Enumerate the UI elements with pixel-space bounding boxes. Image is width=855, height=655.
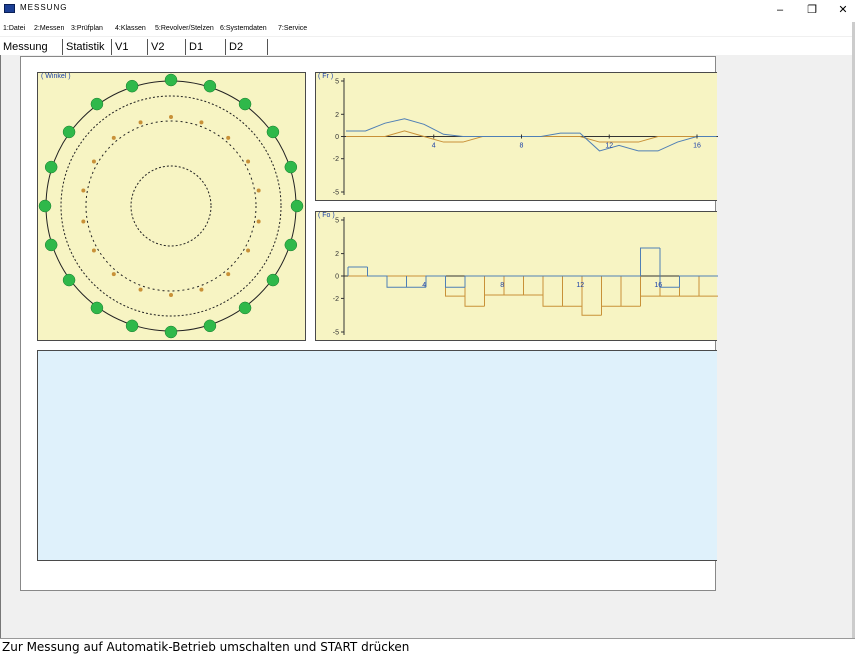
fr-chart: ( Fr ) 5 2 0 -2 -5 4 8 12 16 (318, 73, 718, 197)
orange-measure-point (169, 293, 173, 297)
green-measure-point (238, 97, 252, 111)
fo-x-tick-label: 16 (654, 282, 662, 289)
tab-d2[interactable]: D2 (226, 39, 268, 55)
dotted-ring-middle (85, 120, 257, 292)
fr-series-blue (346, 118, 717, 152)
close-button[interactable]: ✕ (838, 4, 848, 16)
orange-measure-point (138, 120, 143, 125)
tab-v2[interactable]: V2 (148, 39, 186, 55)
green-measure-point (266, 125, 280, 139)
fo-x-tick-label: 12 (576, 282, 584, 289)
orange-measure-point (226, 135, 231, 140)
menu-pruefplan[interactable]: 3:Prüfplan (71, 25, 103, 32)
green-measure-point (125, 79, 139, 93)
fr-y-tick-label: -5 (333, 190, 339, 197)
tab-d1[interactable]: D1 (186, 39, 226, 55)
orange-measure-point (246, 248, 251, 253)
app-icon (4, 4, 15, 13)
dotted-ring-inner (130, 165, 212, 247)
orange-measure-point (111, 135, 116, 140)
orange-measure-point (91, 248, 96, 253)
fo-panel: ( Fo ) 5 2 0 -2 -5 4 8 12 16 (315, 211, 719, 341)
menu-messen[interactable]: 2:Messen (34, 25, 65, 32)
green-measure-point (62, 273, 76, 287)
green-measure-point (203, 79, 217, 93)
fo-y-tick-label: 0 (335, 274, 339, 281)
orange-measure-point (111, 272, 116, 277)
menu-klassen[interactable]: 4:Klassen (115, 25, 146, 32)
orange-measure-point (256, 188, 261, 193)
green-measure-point (266, 273, 280, 287)
winkel-panel: ( Winkel ) (37, 72, 306, 341)
orange-measure-point (199, 287, 204, 292)
fo-chart: ( Fo ) 5 2 0 -2 -5 4 8 12 16 (318, 212, 719, 337)
tab-statistik[interactable]: Statistik (63, 39, 112, 55)
green-measure-point (284, 238, 298, 252)
menu-systemdaten[interactable]: 6:Systemdaten (220, 25, 267, 32)
tab-v1[interactable]: V1 (112, 39, 148, 55)
green-measure-point (44, 160, 58, 174)
fo-y-tick-label: 5 (335, 218, 339, 225)
menu-service[interactable]: 7:Service (278, 25, 308, 32)
orange-measure-point (226, 272, 231, 277)
title-bar: MESSUNG – ❐ ✕ (0, 0, 855, 22)
winkel-label: ( Winkel ) (41, 73, 71, 80)
minimize-button[interactable]: – (776, 4, 784, 16)
orange-measure-point (199, 120, 204, 125)
fo-x-tick-label: 8 (500, 282, 504, 289)
window-title: MESSUNG (20, 3, 68, 12)
fr-y-tick-label: -2 (333, 156, 339, 163)
fo-y-tick-label: -2 (333, 296, 339, 303)
green-measure-point (164, 325, 178, 339)
fr-x-tick-label: 8 (520, 143, 524, 150)
green-measure-point (62, 125, 76, 139)
fr-x-tick-label: 12 (605, 143, 613, 150)
green-measure-point (290, 199, 304, 213)
window-edge (852, 22, 855, 640)
orange-measure-point (256, 219, 261, 224)
orange-measure-point (138, 287, 143, 292)
tab-bar: Messung Statistik V1 V2 D1 D2 (0, 37, 855, 55)
menu-datei[interactable]: 1:Datei (3, 25, 26, 32)
green-measure-point (125, 319, 139, 333)
menu-revolver-stelzen[interactable]: 5:Revolver/Stelzen (155, 25, 214, 32)
status-bar: Zur Messung auf Automatik-Betrieb umscha… (0, 638, 855, 655)
fr-y-tick-label: 0 (335, 134, 339, 141)
fr-y-tick-label: 2 (335, 112, 339, 119)
green-measure-point (203, 319, 217, 333)
fr-y-tick-label: 5 (335, 79, 339, 86)
green-measure-point (238, 301, 252, 315)
fo-x-tick-label: 4 (422, 282, 426, 289)
green-measure-point (164, 73, 178, 87)
orange-measure-point (169, 115, 173, 119)
tab-messung[interactable]: Messung (0, 39, 63, 55)
orange-measure-point (81, 188, 86, 193)
fo-y-tick-label: 2 (335, 251, 339, 258)
green-measure-point (90, 301, 104, 315)
green-measure-point (44, 238, 58, 252)
restore-button[interactable]: ❐ (807, 4, 817, 16)
fo-series-blue (347, 247, 719, 288)
winkel-chart: ( Winkel ) (38, 73, 304, 339)
fr-label: ( Fr ) (318, 73, 333, 80)
green-measure-point (284, 160, 298, 174)
orange-measure-point (246, 159, 251, 164)
fr-panel: ( Fr ) 5 2 0 -2 -5 4 8 12 16 (315, 72, 718, 201)
fr-x-tick-label: 16 (693, 143, 701, 150)
orange-measure-point (91, 159, 96, 164)
result-panel (37, 350, 717, 561)
green-measure-point (38, 199, 52, 213)
green-measure-point (90, 97, 104, 111)
fo-label: ( Fo ) (318, 212, 335, 219)
dotted-ring-outer (60, 95, 282, 317)
menu-bar: 1:Datei 2:Messen 3:Prüfplan 4:Klassen 5:… (0, 22, 855, 36)
fo-series-orange (348, 275, 719, 316)
orange-measure-point (81, 219, 86, 224)
fo-y-tick-label: -5 (333, 330, 339, 337)
fr-x-tick-label: 4 (432, 143, 436, 150)
